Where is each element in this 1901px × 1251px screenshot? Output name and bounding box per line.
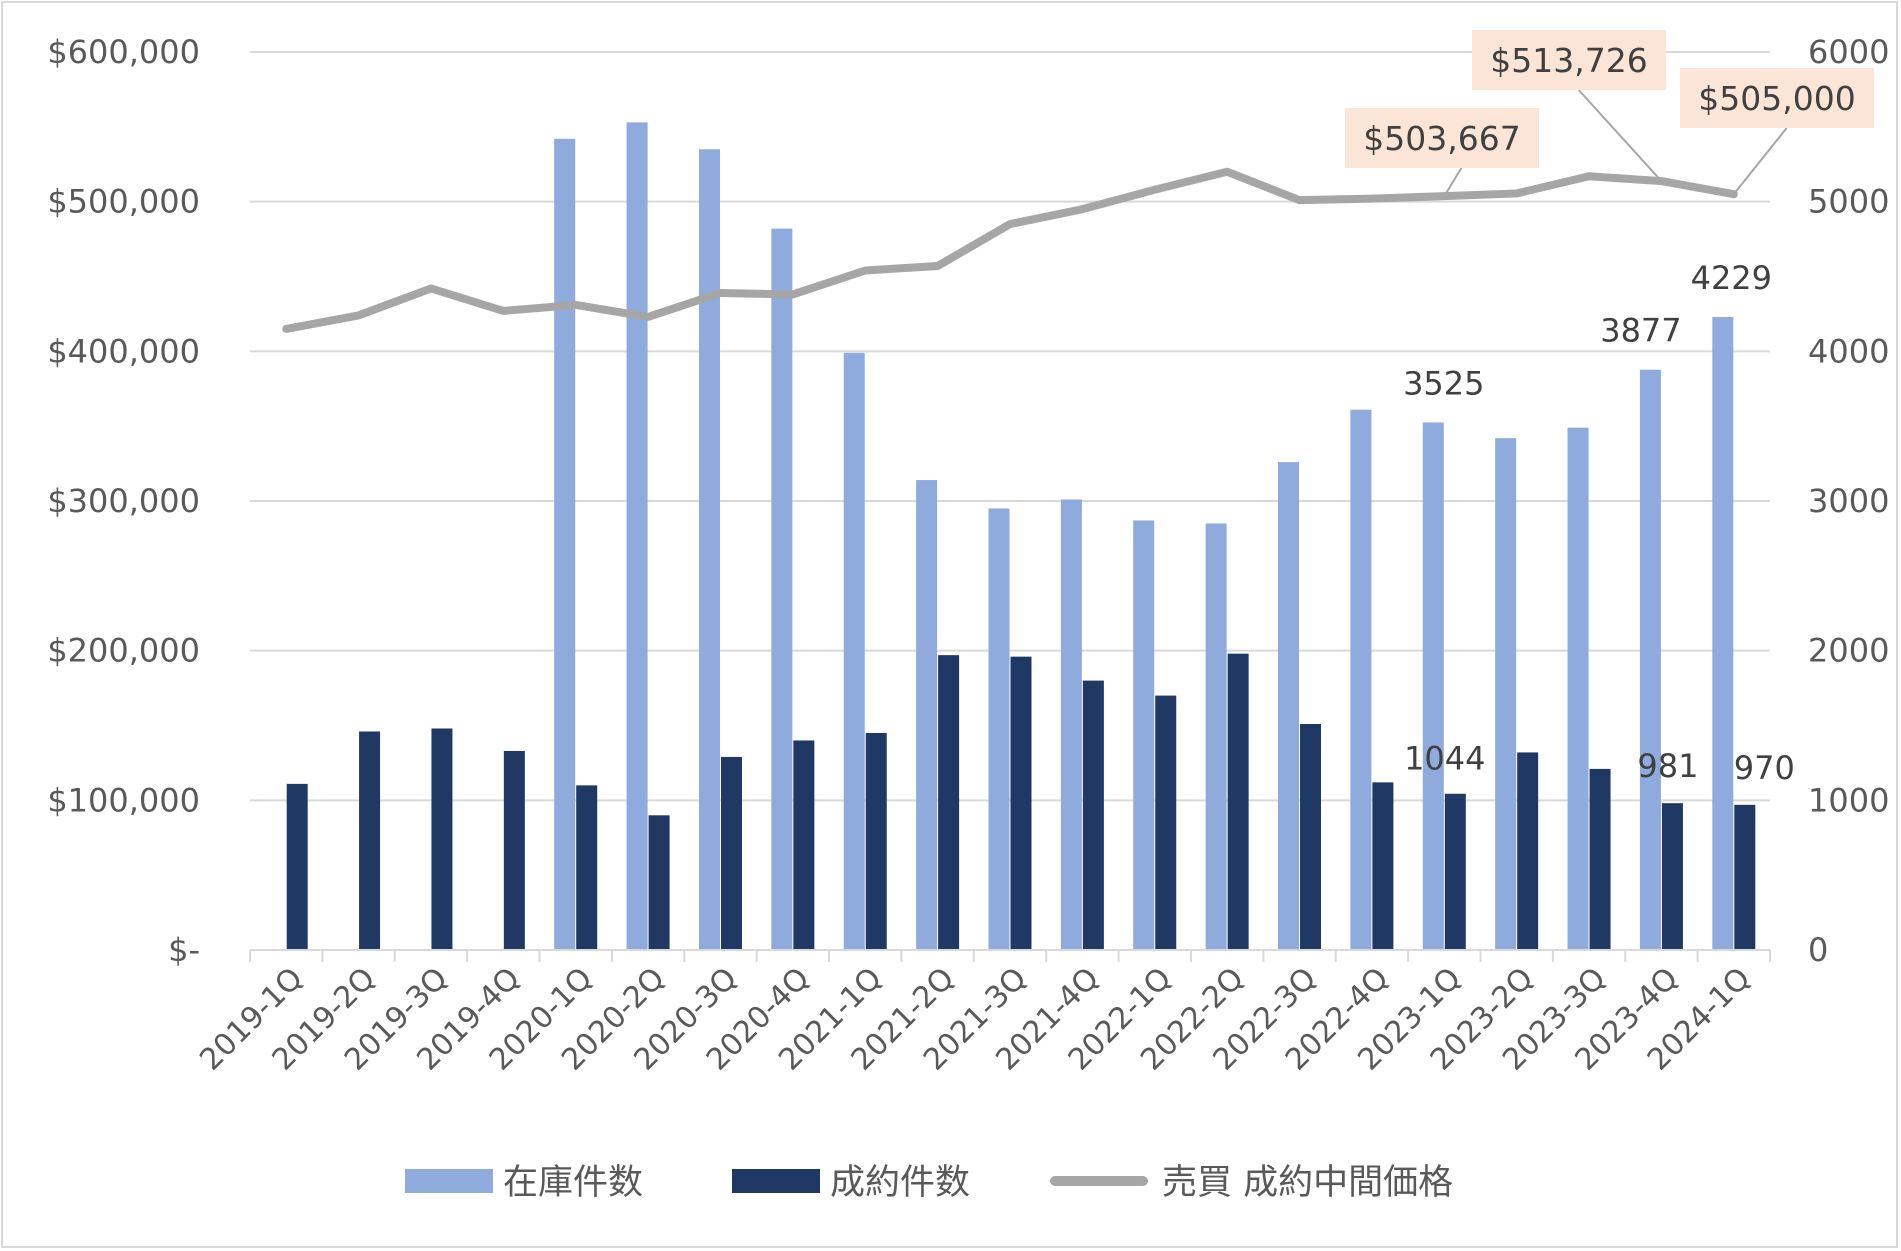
- bar-closed: [1517, 752, 1539, 950]
- legend: 在庫件数 成約件数 売買 成約中間価格: [405, 1163, 1453, 1203]
- bar-inventory: [1422, 422, 1444, 950]
- bar-closed: [648, 815, 670, 950]
- bar-inventory: [1133, 520, 1155, 950]
- callout-label: $513,726: [1490, 41, 1647, 80]
- y-left-tick-label: $400,000: [47, 332, 200, 370]
- y-right-tick-label: 1000: [1808, 781, 1889, 819]
- legend-label: 成約件数: [830, 1163, 970, 1203]
- callout-box: [1680, 68, 1874, 128]
- bar-closed: [793, 740, 815, 950]
- callout-leader: [1733, 127, 1788, 195]
- data-label: 1044: [1404, 740, 1485, 778]
- bar-closed: [1734, 804, 1756, 950]
- legend-label: 売買 成約中間価格: [1162, 1163, 1453, 1203]
- bar-inventory: [1278, 462, 1300, 950]
- bar-series: [286, 122, 1756, 951]
- callout-box: [1345, 108, 1539, 168]
- callout-leader: [1443, 167, 1463, 197]
- callout-leader: [1577, 89, 1663, 182]
- bar-closed: [865, 732, 887, 950]
- bar-closed: [576, 785, 598, 950]
- bar-closed: [1010, 656, 1032, 950]
- y-right-tick-label: 4000: [1808, 332, 1889, 370]
- callout-box: [1472, 30, 1666, 90]
- data-label: 970: [1734, 749, 1795, 787]
- y-left-tick-label: $600,000: [47, 33, 200, 71]
- bar-closed: [1661, 803, 1683, 950]
- y-left-tick-label: $500,000: [47, 183, 200, 221]
- bar-closed: [1082, 680, 1104, 950]
- y-left-tick-label: $300,000: [47, 482, 200, 520]
- bar-closed: [1300, 724, 1322, 950]
- bar-inventory: [554, 138, 576, 951]
- bar-closed: [431, 728, 453, 950]
- bar-closed: [720, 756, 742, 950]
- callout-label: $505,000: [1698, 79, 1855, 118]
- data-label: 3877: [1600, 312, 1681, 350]
- bar-inventory: [1060, 499, 1082, 950]
- bar-inventory: [1639, 369, 1661, 951]
- bar-closed: [1372, 782, 1394, 950]
- bar-closed: [1444, 793, 1466, 950]
- bar-closed: [1227, 653, 1249, 950]
- y-right-tick-label: 3000: [1808, 482, 1889, 520]
- bar-inventory: [1495, 438, 1517, 950]
- line-series: [282, 167, 1738, 333]
- bar-inventory: [916, 480, 938, 950]
- bar-closed: [359, 731, 381, 950]
- bar-inventory: [1350, 409, 1372, 950]
- y-right-tick-label: 0: [1808, 931, 1828, 969]
- bar-closed: [1589, 768, 1611, 950]
- y-left-tick-label: $-: [168, 931, 200, 969]
- bar-inventory: [771, 228, 793, 950]
- data-label: 981: [1637, 747, 1698, 785]
- y-right-tick-label: 5000: [1808, 183, 1889, 221]
- legend-swatch-inventory: [405, 1169, 493, 1193]
- bar-closed: [286, 783, 308, 950]
- data-label: 3525: [1403, 364, 1484, 402]
- bar-inventory: [1567, 427, 1589, 950]
- data-labels: 3525 3877 4229 1044 981 970: [1403, 259, 1795, 787]
- y-left-tick-label: $200,000: [47, 632, 200, 670]
- legend-label: 在庫件数: [503, 1163, 643, 1203]
- bar-inventory: [988, 508, 1010, 950]
- callouts: $503,667 $513,726 $505,000: [1345, 30, 1874, 197]
- y-left-tick-label: $100,000: [47, 781, 200, 819]
- y-right-tick-label: 2000: [1808, 632, 1889, 670]
- bar-inventory: [1712, 317, 1734, 950]
- gridlines: [250, 51, 1770, 802]
- axes: $- 0 $100,000 1000 $200,000 2000 $300,000 3000 $…: [47, 33, 1889, 1077]
- line-median-price: [282, 167, 1738, 333]
- callout-label: $503,667: [1363, 119, 1520, 158]
- bar-closed: [938, 655, 960, 950]
- legend-swatch-closed: [732, 1169, 820, 1193]
- bar-inventory: [626, 122, 648, 951]
- bar-closed: [503, 750, 525, 950]
- y-right-tick-label: 6000: [1808, 33, 1889, 71]
- bar-inventory: [698, 149, 720, 951]
- bar-closed: [1155, 695, 1177, 950]
- bar-inventory: [843, 352, 865, 951]
- bar-inventory: [1205, 523, 1227, 950]
- data-label: 4229: [1691, 259, 1772, 297]
